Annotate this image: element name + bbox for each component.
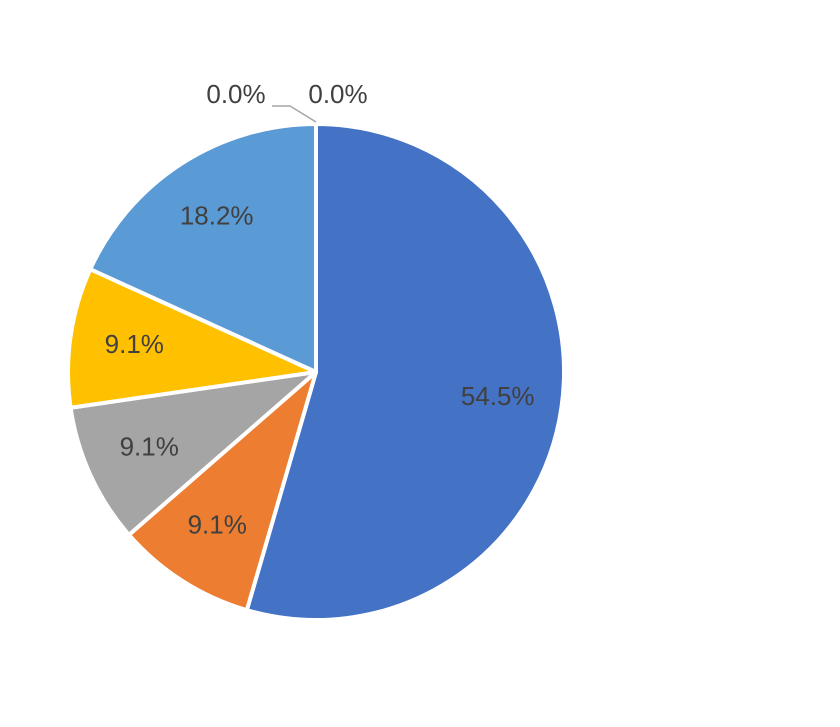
data-labels: 54.5% 9.1% 9.1% 9.1% 18.2% 0.0% 0.0% <box>105 79 535 540</box>
data-label-7: 0.0% <box>308 79 367 109</box>
pie-slice-4 <box>66 267 318 410</box>
leader-lines <box>272 105 317 123</box>
data-label-2: 9.1% <box>188 509 247 539</box>
pie-slice-3 <box>68 370 318 537</box>
pie-slice-5 <box>88 122 318 374</box>
data-label-1: 54.5% <box>461 381 535 411</box>
data-label-4: 9.1% <box>105 329 164 359</box>
data-label-6: 0.0% <box>206 79 265 109</box>
pie-slices <box>66 122 566 622</box>
leader-line-6 <box>272 105 317 123</box>
data-label-5: 18.2% <box>180 201 254 231</box>
pie-slice-1 <box>244 122 566 622</box>
data-label-3: 9.1% <box>120 431 179 461</box>
pie-slice-2 <box>126 370 318 613</box>
